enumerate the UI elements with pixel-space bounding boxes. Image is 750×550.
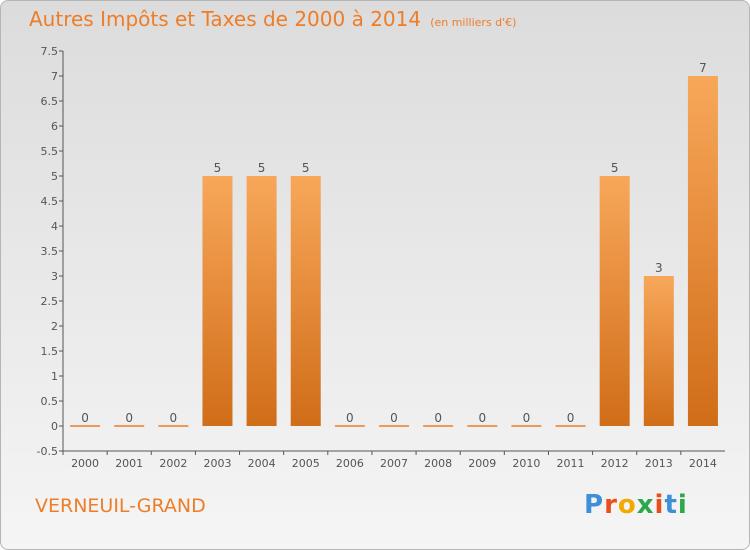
logo-letter: i xyxy=(654,490,665,520)
x-tick-label: 2009 xyxy=(468,457,496,470)
y-tick-label: 4.5 xyxy=(41,195,59,208)
y-tick-label: 5.5 xyxy=(41,145,59,158)
data-label: 5 xyxy=(258,161,266,175)
data-label: 0 xyxy=(170,411,178,425)
chart-title: Autres Impôts et Taxes de 2000 à 2014 xyxy=(29,7,422,31)
x-tick-label: 2008 xyxy=(424,457,452,470)
data-label: 5 xyxy=(611,161,619,175)
y-axis: -0.5 0 0.5 1 1.5 2 2.5 3 3.5 4 4.5 5 5.5 6 6.5 7 7.5 xyxy=(37,45,64,458)
y-tick-label: 4 xyxy=(51,220,58,233)
chart-unit-label: (en milliers d'€) xyxy=(430,16,517,29)
y-tick-label: 6.5 xyxy=(41,95,59,108)
bar xyxy=(202,176,233,426)
data-label: 0 xyxy=(346,411,354,425)
data-label: 3 xyxy=(655,261,663,275)
bar xyxy=(687,76,718,426)
x-tick-label: 2011 xyxy=(557,457,585,470)
logo-letter: i xyxy=(677,490,688,520)
bar xyxy=(290,176,321,426)
bars: 0 0 0 5 5 5 0 0 0 0 0 0 5 3 7 xyxy=(70,61,718,427)
y-tick-label: 0.5 xyxy=(41,395,59,408)
y-tick-label: 0 xyxy=(51,420,58,433)
bar xyxy=(599,176,630,426)
logo-letter: o xyxy=(617,490,637,520)
logo-letter: x xyxy=(636,490,655,520)
y-tick-label: 5 xyxy=(51,170,58,183)
x-tick-label: 2003 xyxy=(203,457,231,470)
y-tick-label: 6 xyxy=(51,120,58,133)
data-label: 7 xyxy=(699,61,707,75)
data-label: 5 xyxy=(214,161,222,175)
y-tick-label: 7 xyxy=(51,70,58,83)
data-label: 5 xyxy=(302,161,310,175)
x-tick-label: 2004 xyxy=(248,457,276,470)
x-tick-label: 2002 xyxy=(159,457,187,470)
data-label: 0 xyxy=(125,411,133,425)
y-tick-label: 7.5 xyxy=(41,45,59,58)
data-label: 0 xyxy=(81,411,89,425)
data-label: 0 xyxy=(390,411,398,425)
data-label: 0 xyxy=(523,411,531,425)
commune-name: VERNEUIL-GRAND xyxy=(35,495,206,517)
y-tick-label: -0.5 xyxy=(37,445,58,458)
x-tick-label: 2000 xyxy=(71,457,99,470)
x-tick-label: 2007 xyxy=(380,457,408,470)
y-tick-label: 3 xyxy=(51,270,58,283)
x-tick-label: 2006 xyxy=(336,457,364,470)
proxiti-logo: Proxiti xyxy=(584,490,688,520)
y-tick-label: 1.5 xyxy=(41,345,59,358)
x-axis: 2000 2001 2002 2003 2004 2005 2006 2007 2008 2009… xyxy=(62,450,725,470)
logo-letter: t xyxy=(664,490,678,520)
data-label: 0 xyxy=(567,411,575,425)
y-tick-label: 2.5 xyxy=(41,295,59,308)
x-tick-label: 2014 xyxy=(689,457,717,470)
bar xyxy=(643,276,674,426)
x-tick-label: 2005 xyxy=(292,457,320,470)
data-label: 0 xyxy=(478,411,486,425)
logo-letter: r xyxy=(604,490,618,520)
y-tick-label: 1 xyxy=(51,370,58,383)
x-tick-label: 2001 xyxy=(115,457,143,470)
y-tick-label: 2 xyxy=(51,320,58,333)
bar xyxy=(246,176,277,426)
chart-title-block: Autres Impôts et Taxes de 2000 à 2014 (e… xyxy=(29,7,516,31)
logo-letter: P xyxy=(584,490,605,520)
y-tick-label: 3.5 xyxy=(41,245,59,258)
data-label: 0 xyxy=(434,411,442,425)
x-tick-label: 2013 xyxy=(645,457,673,470)
x-tick-label: 2010 xyxy=(512,457,540,470)
x-tick-label: 2012 xyxy=(601,457,629,470)
